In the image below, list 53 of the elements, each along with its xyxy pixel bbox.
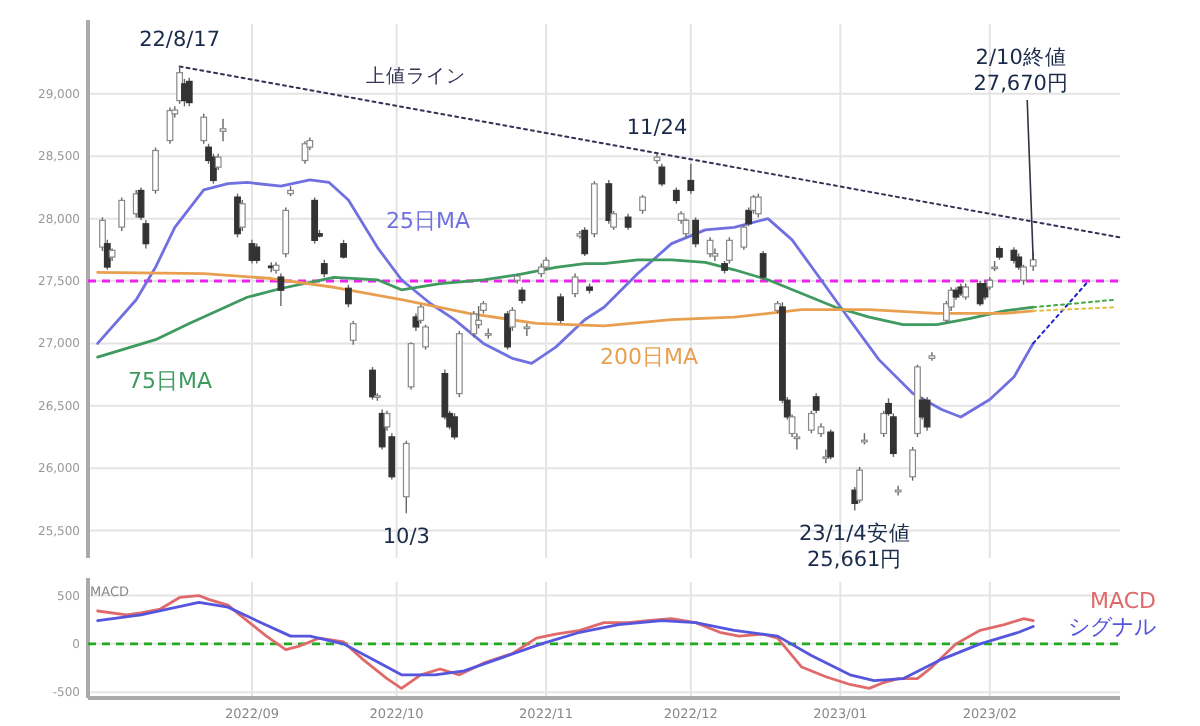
candlestick: [909, 446, 917, 482]
candlestick: [827, 428, 835, 461]
annotation: 23/1/4安値: [798, 520, 911, 547]
candlestick: [238, 199, 246, 232]
annotation: 25,661円: [807, 548, 903, 573]
candlestick: [706, 236, 714, 259]
candlestick: [349, 320, 357, 346]
candlestick: [185, 76, 193, 108]
candlestick: [152, 146, 159, 195]
candlestick: [200, 113, 208, 145]
candlestick: [759, 250, 767, 282]
candlestick: [571, 272, 579, 298]
candlestick: [658, 163, 666, 187]
candlestick: [118, 196, 126, 232]
candlestick: [856, 466, 863, 504]
candlestick: [754, 192, 762, 219]
series-label: 200日MA: [600, 344, 699, 370]
candlestick: [605, 179, 613, 225]
candlestick: [253, 242, 261, 265]
series-label: 75日MA: [128, 368, 213, 394]
candlestick: [369, 366, 376, 401]
annotation: 22/8/17: [139, 28, 221, 53]
annotation: 11/24: [626, 115, 688, 140]
annotation: 10/3: [382, 525, 430, 550]
series-label: シグナル: [1068, 614, 1156, 640]
candlestick: [340, 239, 347, 260]
candlestick: [407, 341, 415, 391]
candlestick: [422, 323, 429, 351]
candlestick: [142, 219, 150, 250]
annotation: 2/10終値 27,670円: [973, 46, 1069, 96]
candlestick: [504, 310, 511, 351]
line-series: [96, 270, 1035, 328]
candlestick: [475, 305, 483, 330]
series-label: 25日MA: [386, 208, 471, 234]
candlestick: [451, 412, 458, 441]
candlestick: [557, 292, 564, 325]
text: MACD: [1090, 588, 1156, 614]
candlestick: [725, 236, 733, 265]
candlestick: [345, 284, 352, 308]
candlestick: [282, 206, 290, 259]
candlestick: [417, 304, 425, 325]
candlestick: [639, 194, 646, 215]
callout: 2/10終値 27,670円: [973, 46, 1069, 261]
line-series: [96, 178, 1035, 419]
series-label: 上値ライン: [366, 64, 466, 88]
candlestick: [470, 310, 478, 338]
candlestick: [219, 118, 227, 142]
candlestick: [277, 272, 285, 307]
candlestick: [923, 396, 931, 432]
candlestick: [687, 163, 695, 195]
candlestick: [441, 368, 449, 421]
candlestick: [692, 216, 700, 249]
candlestick: [523, 322, 531, 337]
